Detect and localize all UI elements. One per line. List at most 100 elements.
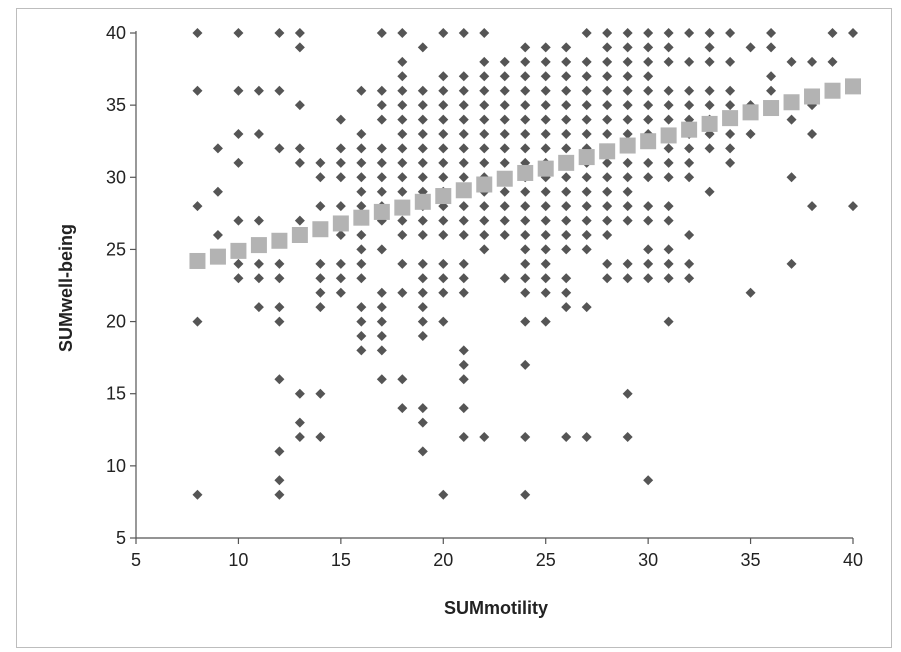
data-point — [458, 172, 469, 183]
data-point — [848, 28, 858, 38]
data-point — [581, 230, 592, 240]
data-point — [540, 230, 551, 240]
data-point — [274, 302, 285, 313]
data-point — [294, 143, 305, 154]
data-point — [356, 273, 367, 284]
data-point — [438, 316, 449, 327]
data-point — [335, 201, 346, 212]
data-point — [499, 143, 510, 154]
predicted-point — [537, 160, 554, 177]
data-point — [643, 201, 654, 212]
data-point — [315, 258, 326, 269]
data-point — [520, 114, 531, 125]
data-point — [417, 114, 428, 125]
data-point — [725, 157, 736, 168]
data-point — [274, 28, 285, 38]
data-point — [335, 273, 346, 284]
x-tick-label: 15 — [331, 550, 351, 570]
data-point — [602, 230, 613, 240]
data-point — [294, 28, 305, 38]
data-point — [581, 172, 592, 183]
data-point — [663, 100, 674, 111]
data-point — [376, 331, 387, 341]
data-point — [438, 287, 449, 298]
data-point — [540, 143, 551, 154]
predicted-point — [271, 232, 288, 249]
data-point — [499, 56, 510, 67]
y-axis-title: SUMwell-being — [56, 224, 76, 352]
predicted-point — [845, 78, 861, 95]
data-point — [417, 273, 428, 284]
data-point — [581, 71, 592, 82]
data-point — [479, 244, 490, 255]
data-point — [438, 114, 449, 125]
data-point — [356, 186, 367, 197]
data-point — [520, 201, 531, 212]
data-point — [417, 42, 428, 53]
data-point — [479, 157, 490, 168]
data-point — [684, 273, 695, 284]
data-point — [520, 56, 531, 67]
data-point — [294, 157, 305, 168]
predicted-point — [701, 115, 718, 132]
data-point — [663, 258, 674, 269]
data-point — [561, 114, 572, 125]
data-point — [397, 85, 408, 96]
data-point — [356, 129, 367, 139]
data-point — [540, 42, 551, 53]
data-point — [520, 42, 531, 53]
data-point — [602, 71, 613, 82]
data-point — [643, 85, 654, 96]
data-point — [376, 316, 387, 327]
data-point — [212, 230, 223, 240]
x-tick-label: 25 — [536, 550, 556, 570]
data-point — [540, 71, 551, 82]
data-point — [458, 28, 469, 38]
data-point — [704, 28, 715, 38]
data-point — [356, 172, 367, 183]
data-point — [684, 28, 695, 38]
data-point — [417, 316, 428, 327]
data-point — [376, 157, 387, 168]
data-point — [438, 143, 449, 154]
data-point — [499, 85, 510, 96]
data-point — [438, 273, 449, 284]
data-point — [602, 273, 613, 284]
data-point — [458, 85, 469, 96]
plot-axes: 5 10 15 20 25 30 35 40 5 10 15 20 25 30 35 40 — [106, 23, 863, 570]
data-point — [438, 489, 449, 500]
data-point — [643, 28, 654, 38]
data-point — [479, 432, 490, 442]
data-point — [274, 489, 285, 500]
data-point — [786, 114, 797, 125]
data-point — [397, 374, 408, 385]
data-point — [663, 157, 674, 168]
predicted-point — [291, 227, 308, 243]
data-point — [458, 230, 469, 240]
data-point — [766, 85, 777, 96]
data-point — [602, 258, 613, 269]
data-point — [499, 100, 510, 111]
data-point — [520, 432, 531, 442]
data-point — [684, 157, 695, 168]
data-point — [766, 42, 777, 53]
data-point — [684, 172, 695, 183]
y-tick-label: 5 — [116, 528, 126, 548]
data-point — [663, 201, 674, 212]
data-point — [520, 244, 531, 255]
data-point — [315, 201, 326, 212]
data-point — [561, 287, 572, 298]
data-point — [253, 302, 264, 313]
predicted-point — [640, 133, 657, 150]
x-tick-label: 40 — [843, 550, 863, 570]
predicted-point — [804, 88, 821, 105]
predicted-point — [578, 149, 595, 166]
data-point — [786, 56, 797, 67]
x-tick-label: 10 — [228, 550, 248, 570]
data-point — [745, 42, 756, 53]
data-point — [848, 201, 858, 212]
data-point — [499, 157, 510, 168]
data-point — [766, 71, 777, 82]
data-point — [438, 28, 449, 38]
data-point — [622, 28, 633, 38]
